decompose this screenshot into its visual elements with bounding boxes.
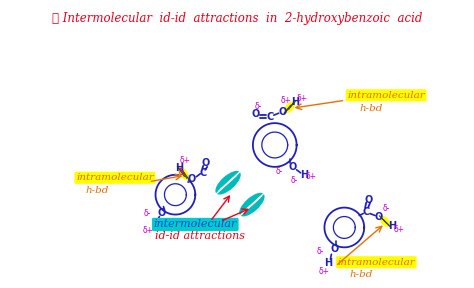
Text: δ-: δ-: [179, 168, 186, 177]
Text: δ+: δ+: [143, 226, 154, 235]
Text: C: C: [200, 168, 207, 178]
Ellipse shape: [239, 193, 264, 217]
Text: δ-: δ-: [291, 176, 298, 185]
Text: H: H: [301, 170, 309, 180]
Text: O: O: [289, 162, 297, 172]
Text: δ-: δ-: [383, 204, 390, 213]
Text: O: O: [375, 211, 383, 221]
Text: h-bd: h-bd: [359, 104, 383, 113]
Text: O: O: [279, 107, 287, 117]
Text: δ+: δ+: [306, 172, 317, 181]
Ellipse shape: [178, 166, 189, 180]
Text: intramolecular: intramolecular: [337, 258, 415, 267]
Ellipse shape: [284, 101, 295, 113]
Text: O: O: [330, 244, 338, 254]
Text: h-bd: h-bd: [86, 186, 109, 195]
Text: δ+: δ+: [319, 267, 330, 276]
Text: C: C: [266, 112, 273, 122]
Text: intermolecular: intermolecular: [154, 219, 237, 230]
Text: O: O: [364, 195, 372, 205]
Text: ★ Intermolecular  id-id  attractions  in  2-hydroxybenzoic  acid: ★ Intermolecular id-id attractions in 2-…: [52, 12, 422, 25]
Text: H: H: [175, 163, 183, 173]
Text: O: O: [201, 158, 210, 168]
Text: O: O: [187, 174, 195, 184]
Text: id-id attractions: id-id attractions: [155, 231, 245, 241]
Text: H: H: [152, 219, 160, 228]
Text: δ-: δ-: [317, 247, 324, 256]
Text: intramolecular: intramolecular: [76, 173, 154, 182]
Text: h-bd: h-bd: [349, 270, 373, 279]
Text: H: H: [324, 258, 332, 268]
Text: δ-: δ-: [254, 102, 262, 111]
Text: C: C: [363, 206, 370, 217]
Text: δ+: δ+: [297, 94, 308, 103]
Text: δ-: δ-: [276, 167, 283, 176]
Text: intramolecular: intramolecular: [347, 91, 425, 100]
Text: δ+: δ+: [180, 156, 191, 165]
Ellipse shape: [215, 171, 241, 195]
Text: δ+: δ+: [393, 225, 404, 234]
Ellipse shape: [379, 216, 391, 227]
Text: O: O: [157, 208, 165, 217]
Text: δ+: δ+: [280, 96, 291, 105]
Text: O: O: [252, 109, 260, 119]
Text: δ-: δ-: [144, 209, 151, 218]
Text: H: H: [388, 221, 396, 232]
Text: H: H: [292, 97, 300, 107]
